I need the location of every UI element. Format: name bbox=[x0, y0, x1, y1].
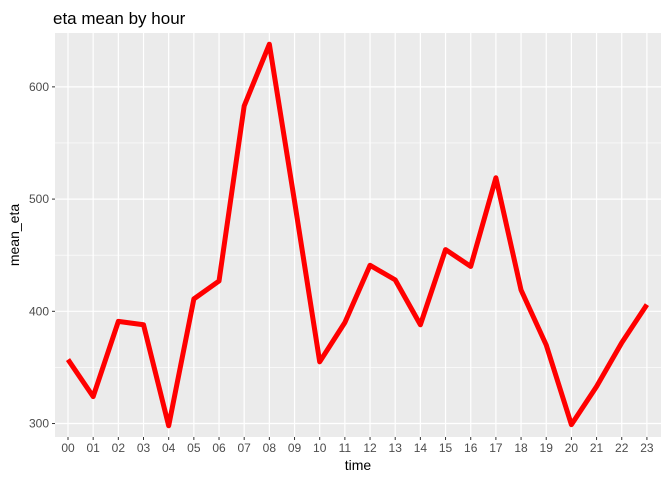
y-tick-label: 500 bbox=[29, 192, 49, 206]
y-tick-label: 600 bbox=[29, 80, 49, 94]
x-tick-label: 17 bbox=[489, 441, 503, 455]
x-tick-label: 04 bbox=[162, 441, 176, 455]
y-axis-title: mean_eta bbox=[6, 204, 22, 266]
x-axis-title: time bbox=[345, 457, 372, 473]
x-tick-label: 15 bbox=[439, 441, 453, 455]
x-tick-label: 19 bbox=[540, 441, 554, 455]
x-tick-label: 00 bbox=[61, 441, 75, 455]
x-tick-label: 18 bbox=[514, 441, 528, 455]
x-tick-label: 02 bbox=[112, 441, 126, 455]
x-tick-label: 12 bbox=[363, 441, 377, 455]
x-tick-label: 08 bbox=[263, 441, 277, 455]
y-tick-label: 400 bbox=[29, 304, 49, 318]
x-tick-label: 11 bbox=[339, 441, 352, 455]
x-tick-label: 13 bbox=[389, 441, 403, 455]
plot-panel bbox=[55, 33, 661, 437]
x-tick-label: 16 bbox=[464, 441, 478, 455]
series-line bbox=[65, 41, 649, 429]
y-tick-label: 300 bbox=[29, 417, 49, 431]
x-tick-label: 14 bbox=[414, 441, 428, 455]
x-tick-label: 22 bbox=[615, 441, 629, 455]
x-tick-label: 21 bbox=[590, 441, 604, 455]
x-tick-label: 01 bbox=[86, 441, 100, 455]
x-tick-label: 05 bbox=[187, 441, 201, 455]
x-tick-label: 03 bbox=[137, 441, 151, 455]
x-tick-label: 23 bbox=[640, 441, 654, 455]
x-tick-label: 09 bbox=[288, 441, 302, 455]
x-axis: 00 01 02 03 04 05 06 07 08 09 10 11 12 13 14 15 16 17 18 19… bbox=[61, 437, 654, 455]
chart-title: eta mean by hour bbox=[53, 9, 186, 28]
major-gridlines bbox=[55, 33, 661, 437]
y-axis: 300 400 500 600 bbox=[29, 80, 55, 431]
x-tick-label: 20 bbox=[565, 441, 579, 455]
x-tick-label: 07 bbox=[238, 441, 252, 455]
x-tick-label: 06 bbox=[212, 441, 226, 455]
x-tick-label: 10 bbox=[313, 441, 327, 455]
